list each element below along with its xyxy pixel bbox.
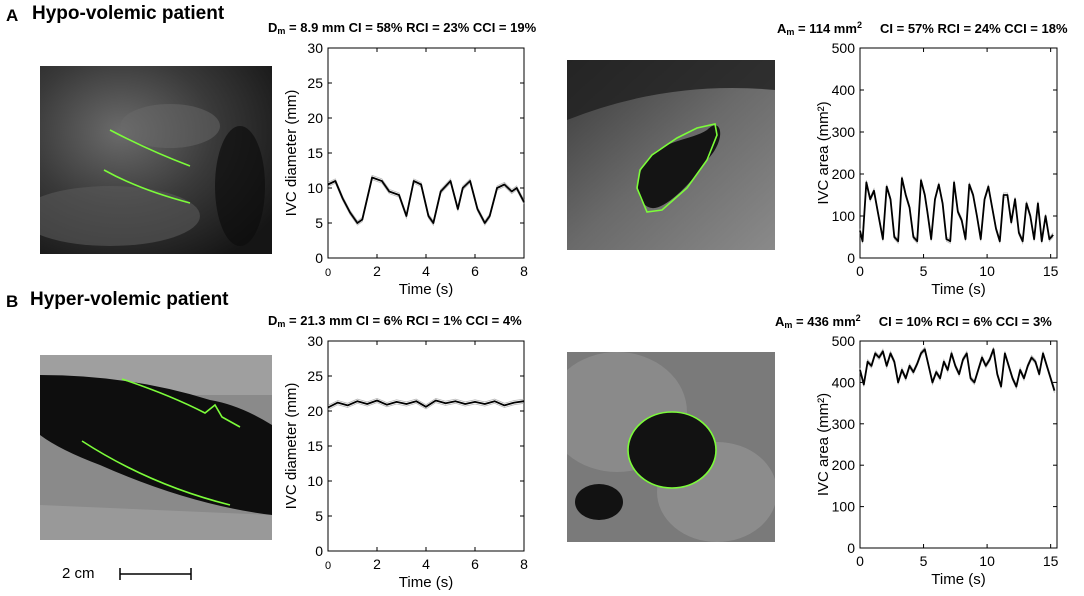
x-tick-label: 5 xyxy=(920,263,928,279)
x-tick-label: 8 xyxy=(520,556,528,572)
y-tick-label: 0 xyxy=(847,250,855,266)
panel-b-title: Hyper-volemic patient xyxy=(30,289,229,310)
x-tick-label: 6 xyxy=(471,556,479,572)
y-tick-label: 100 xyxy=(832,208,856,224)
y-tick-label: 500 xyxy=(832,333,856,349)
raw-trace-line xyxy=(327,402,525,410)
panel-b-area-stats: Am = 436 mm2 CI = 10% RCI = 6% CCI = 3% xyxy=(775,313,1052,330)
x-axis-label: Time (s) xyxy=(399,281,453,298)
panel-b-transverse-ultrasound xyxy=(567,352,775,542)
series-line xyxy=(859,177,1054,243)
x-tick-label: 2 xyxy=(373,263,381,279)
y-tick-label: 200 xyxy=(832,457,856,473)
y-tick-label: 10 xyxy=(307,473,323,489)
x-tick-label: 8 xyxy=(520,263,528,279)
contour-line xyxy=(627,411,717,489)
x-tick-label: 10 xyxy=(979,553,995,569)
y-tick-label: 20 xyxy=(307,403,323,419)
y-axis-label: IVC diameter (mm) xyxy=(283,90,300,217)
x-tick-label: 2 xyxy=(373,556,381,572)
y-tick-label: 0 xyxy=(847,540,855,556)
plot-frame xyxy=(859,47,1058,259)
y-tick-label: 400 xyxy=(832,82,856,98)
panel-b-diameter-stats: Dm = 21.3 mm CI = 6% RCI = 1% CCI = 4% xyxy=(268,313,522,329)
scale-bar xyxy=(119,568,192,580)
y-axis-label: IVC diameter (mm) xyxy=(283,383,300,510)
x-axis-label: Time (s) xyxy=(931,571,985,588)
contour-line xyxy=(636,123,718,213)
panel-b-letter: B xyxy=(6,292,19,311)
panel-a-transverse-ultrasound xyxy=(567,60,775,250)
y-tick-label: 300 xyxy=(832,416,856,432)
x-tick-label: 4 xyxy=(422,263,430,279)
x-tick-label: 0 xyxy=(325,560,331,572)
contour-line xyxy=(103,169,191,204)
panel-b-longitudinal-ultrasound xyxy=(40,355,272,540)
y-tick-label: 200 xyxy=(832,166,856,182)
x-tick-label: 0 xyxy=(325,267,331,279)
x-tick-label: 15 xyxy=(1043,263,1059,279)
panel-a-diameter-stats: Dm = 8.9 mm CI = 58% RCI = 23% CCI = 19% xyxy=(268,20,537,36)
y-tick-label: 500 xyxy=(832,40,856,56)
y-tick-label: 30 xyxy=(307,40,323,56)
contour-line xyxy=(109,129,191,167)
panel-a-letter: A xyxy=(6,6,19,25)
plot-frame xyxy=(859,340,1058,549)
y-tick-label: 25 xyxy=(307,75,323,91)
y-axis-label: IVC area (mm²) xyxy=(815,101,832,204)
y-tick-label: 15 xyxy=(307,145,323,161)
panel-a-longitudinal-ultrasound xyxy=(40,66,272,254)
y-tick-label: 300 xyxy=(832,124,856,140)
plot-frame xyxy=(327,340,525,552)
x-tick-label: 6 xyxy=(471,263,479,279)
y-tick-label: 15 xyxy=(307,438,323,454)
x-tick-label: 15 xyxy=(1043,553,1059,569)
chart-b-area: 0 100 200 300 400 500 0 5 10 15 Time (s) IVC area (… xyxy=(815,333,1059,588)
x-tick-label: 4 xyxy=(422,556,430,572)
x-tick-label: 0 xyxy=(856,263,864,279)
panel-a-area-stats: Am = 114 mm2 CI = 57% RCI = 24% CCI = 18… xyxy=(777,20,1068,37)
contour-line xyxy=(81,440,231,506)
y-tick-label: 30 xyxy=(307,333,323,349)
y-axis-label: IVC area (mm²) xyxy=(815,393,832,496)
scale-bar-label: 2 cm xyxy=(62,565,95,582)
y-tick-label: 5 xyxy=(315,508,323,524)
series-line xyxy=(327,176,525,224)
x-tick-label: 5 xyxy=(920,553,928,569)
raw-trace-line xyxy=(327,397,525,406)
chart-a-area: 0 100 200 300 400 500 0 5 10 15 Time (s) IVC area (… xyxy=(815,40,1059,298)
y-tick-label: 400 xyxy=(832,374,856,390)
x-tick-label: 10 xyxy=(979,263,995,279)
plot-frame xyxy=(327,47,525,259)
x-tick-label: 0 xyxy=(856,553,864,569)
y-tick-label: 0 xyxy=(315,543,323,559)
panel-a-title: Hypo-volemic patient xyxy=(32,3,225,24)
y-tick-label: 5 xyxy=(315,215,323,231)
y-tick-label: 0 xyxy=(315,250,323,266)
chart-a-diameter: 0 5 10 15 20 25 30 0 2 4 6 8 Time (s) IVC diameter (m… xyxy=(283,40,528,298)
x-axis-label: Time (s) xyxy=(931,281,985,298)
y-tick-label: 25 xyxy=(307,368,323,384)
y-tick-label: 10 xyxy=(307,180,323,196)
x-axis-label: Time (s) xyxy=(399,574,453,591)
series-line xyxy=(327,399,525,409)
chart-b-diameter: 0 5 10 15 20 25 30 0 2 4 6 8 Time (s) IVC diameter (m… xyxy=(283,333,528,591)
y-tick-label: 20 xyxy=(307,110,323,126)
y-tick-label: 100 xyxy=(832,499,856,515)
contour-line xyxy=(121,378,241,428)
series-line xyxy=(859,348,1056,391)
